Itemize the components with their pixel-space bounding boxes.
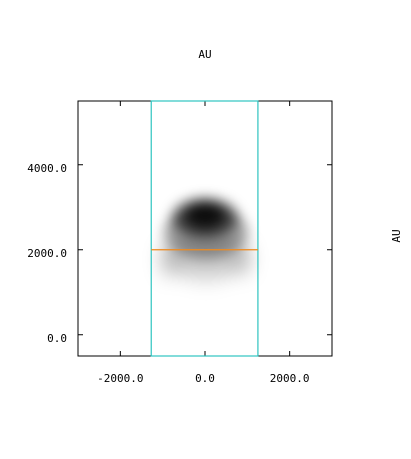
y-tick-label: 2000.0 <box>27 247 67 260</box>
colorbar-label: AU <box>390 229 403 242</box>
x-tick-label: 0.0 <box>195 372 215 385</box>
y-tick-label: 0.0 <box>47 332 67 345</box>
chart-title: AU <box>198 48 211 61</box>
density-image <box>160 198 251 283</box>
x-tick-label: 2000.0 <box>270 372 310 385</box>
selection-box <box>150 100 259 357</box>
x-tick-label: -2000.0 <box>97 372 143 385</box>
y-tick-label: 4000.0 <box>27 162 67 175</box>
